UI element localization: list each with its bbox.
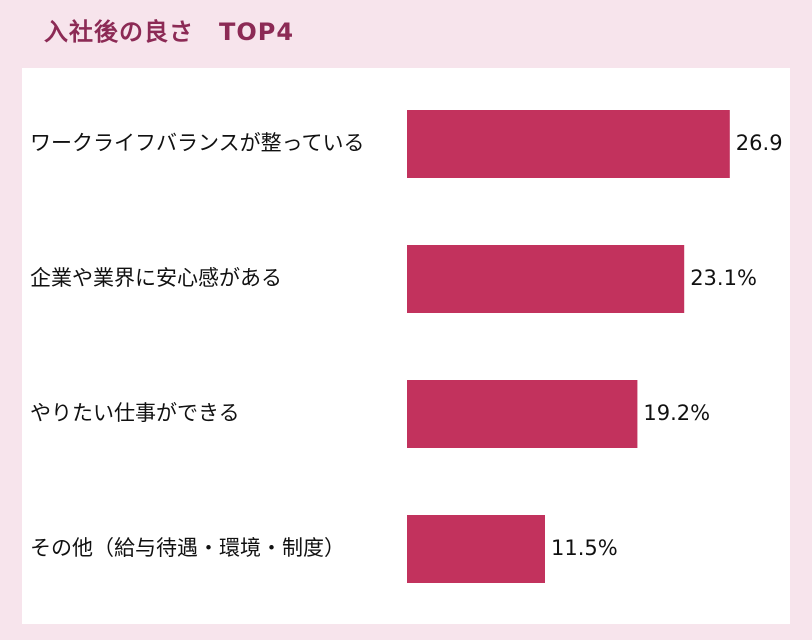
bar-chart: ワークライフバランスが整っている 26.9 企業や業界に安心感がある 23.1% やりた… xyxy=(30,110,783,583)
bar xyxy=(407,110,730,178)
category-label: ワークライフバランスが整っている xyxy=(30,131,365,155)
value-label: 11.5% xyxy=(551,536,618,560)
chart-title: 入社後の良さ TOP4 xyxy=(44,18,295,46)
chart-panel: ワークライフバランスが整っている 26.9 企業や業界に安心感がある 23.1% やりた… xyxy=(22,68,790,624)
category-label: その他（給与待遇・環境・制度） xyxy=(30,536,345,560)
category-label: 企業や業界に安心感がある xyxy=(30,266,282,290)
value-label: 19.2% xyxy=(643,401,710,425)
value-label: 23.1% xyxy=(690,266,757,290)
value-label: 26.9 xyxy=(736,131,783,155)
bar xyxy=(407,380,638,448)
bar xyxy=(407,245,685,313)
category-label: やりたい仕事ができる xyxy=(30,401,240,425)
bar xyxy=(407,515,545,583)
